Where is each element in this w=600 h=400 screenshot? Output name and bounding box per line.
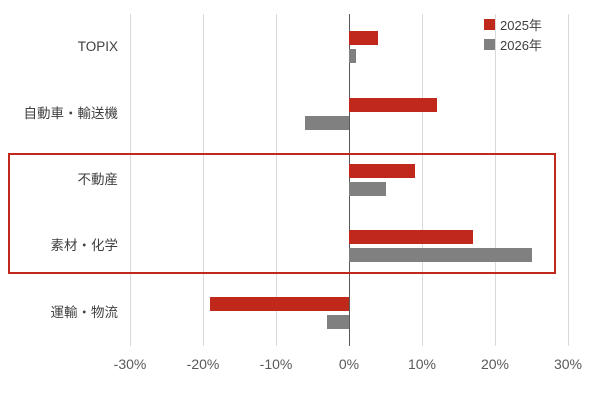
legend-swatch-2026 (484, 39, 495, 50)
bar-series0-cat2 (349, 164, 415, 178)
gridline (421, 14, 423, 346)
category-label: 運輸・物流 (50, 304, 119, 320)
legend-label-2025: 2025年 (500, 18, 542, 33)
x-tick-label: -10% (259, 356, 293, 372)
x-tick-label: -20% (186, 356, 220, 372)
legend: 2025年 2026年 (484, 16, 542, 53)
legend-item-2025: 2025年 (484, 16, 542, 33)
gridline (275, 14, 277, 346)
x-tick-label: 0% (338, 356, 360, 372)
bar-series0-cat1 (349, 97, 437, 112)
category-label: TOPIX (77, 39, 118, 55)
gridline (494, 14, 496, 346)
bar-series1-cat4 (327, 314, 349, 329)
gridline (202, 14, 204, 346)
category-label: 素材・化学 (50, 238, 119, 254)
x-tick-label: 10% (407, 356, 437, 372)
gridline (567, 14, 569, 346)
highlight-box (8, 152, 556, 274)
bar-series0-cat0 (349, 31, 379, 46)
bar-series1-cat3 (349, 248, 532, 263)
axis-zero-line (348, 14, 350, 346)
legend-swatch-2025 (484, 19, 495, 30)
legend-item-2026: 2026年 (484, 36, 542, 53)
bar-series1-cat2 (349, 182, 386, 196)
bar-series1-cat0 (349, 49, 357, 64)
category-label: 自動車・輸送機 (23, 105, 119, 121)
legend-label-2026: 2026年 (500, 38, 542, 53)
x-tick-label: 20% (480, 356, 510, 372)
x-tick-label: 30% (553, 356, 583, 372)
bar-series0-cat3 (349, 230, 474, 245)
bar-series0-cat4 (210, 296, 349, 311)
bar-series1-cat1 (305, 115, 349, 130)
x-tick-label: -30% (113, 356, 147, 372)
gridline (129, 14, 131, 346)
category-label: 不動産 (77, 172, 119, 187)
